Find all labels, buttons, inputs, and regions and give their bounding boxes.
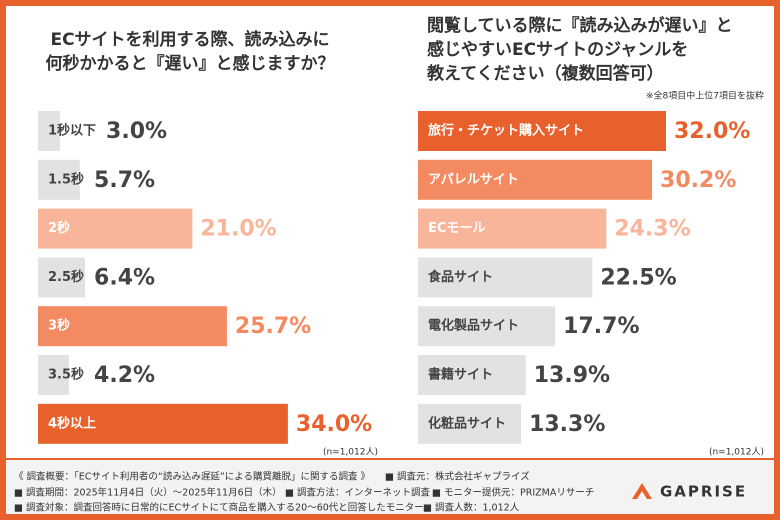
category-label: 食品サイト	[428, 269, 493, 285]
bar	[418, 257, 593, 298]
category-label: 4秒以上	[48, 415, 96, 431]
value-label: 5.7%	[94, 168, 155, 193]
value-label: 21.0%	[200, 217, 276, 242]
bar	[418, 403, 522, 444]
value-label: 3.0%	[106, 119, 167, 144]
footer-panel	[6, 460, 774, 514]
value-label: 34.0%	[296, 412, 372, 437]
category-label: アパレルサイト	[428, 172, 519, 187]
bar	[418, 306, 556, 347]
method: ■ 調査方法：インターネット調査	[285, 487, 430, 499]
value-label: 22.5%	[600, 265, 676, 290]
category-label: 2.5秒	[48, 269, 84, 285]
category-label: 化粧品サイト	[428, 415, 506, 431]
period: ■ 調査期間：2025年11月4日（火）〜2025年11月6日（木）	[14, 487, 282, 499]
logo: GAPRISE	[660, 483, 747, 501]
chart-title: 閲覧している際に『読み込みが遅い』と	[427, 15, 733, 36]
category-label: 電化製品サイト	[428, 318, 519, 334]
bar	[418, 208, 607, 249]
value-label: 4.2%	[94, 363, 155, 388]
category-label: 旅行・チケット購入サイト	[428, 123, 584, 139]
value-label: 32.0%	[674, 119, 750, 144]
respondents: ■ 調査人数：1,012人	[423, 502, 520, 514]
bar	[38, 403, 288, 444]
bar	[418, 355, 526, 395]
bar	[418, 111, 666, 151]
sample-note: (n=1,012人)	[709, 447, 764, 458]
category-label: 3秒	[48, 318, 70, 334]
organizer: ■ 調査元：株式会社ギャプライズ	[385, 471, 530, 483]
category-label: 1秒以下	[48, 123, 96, 139]
chart-title: 教えてください（複数回答可）	[426, 63, 664, 84]
target: ■ 調査対象：調査回答時に日常的にECサイトにて商品を購入する20〜60代と回答…	[14, 502, 424, 514]
value-label: 24.3%	[614, 217, 690, 242]
category-label: 書籍サイト	[428, 367, 493, 383]
bar	[38, 159, 80, 200]
category-label: ECモール	[428, 221, 485, 236]
value-label: 30.2%	[660, 168, 736, 193]
value-label: 13.3%	[529, 412, 605, 437]
value-label: 13.9%	[534, 363, 610, 388]
logo-mark	[632, 483, 652, 499]
value-label: 6.4%	[94, 265, 155, 290]
category-label: 3.5秒	[48, 367, 84, 383]
bar	[418, 159, 653, 200]
sample-note: (n=1,012人)	[323, 447, 378, 458]
bar	[38, 355, 69, 395]
category-label: 2秒	[48, 220, 70, 236]
value-label: 25.7%	[235, 314, 311, 339]
chart-title: 感じやすいECサイトのジャンルを	[427, 39, 688, 60]
bar	[38, 208, 193, 249]
chart-subtitle: ※全8項目中上位7項目を抜粋	[646, 90, 764, 102]
bar	[38, 257, 86, 298]
category-label: 1.5秒	[48, 171, 84, 187]
chart-title: ECサイトを利用する際、読み込みに	[50, 29, 329, 50]
bar	[38, 306, 227, 347]
chart-title: 何秒かかると『遅い』と感じますか？	[46, 53, 335, 74]
provider: ■ モニター提供元：PRIZMAリサーチ	[432, 487, 594, 499]
bar	[38, 111, 61, 151]
survey-title: 《 調査概要：「ECサイト利用者の“読み込み遅延”による購買離脱」に関する調査 …	[14, 471, 370, 483]
value-label: 17.7%	[563, 314, 639, 339]
